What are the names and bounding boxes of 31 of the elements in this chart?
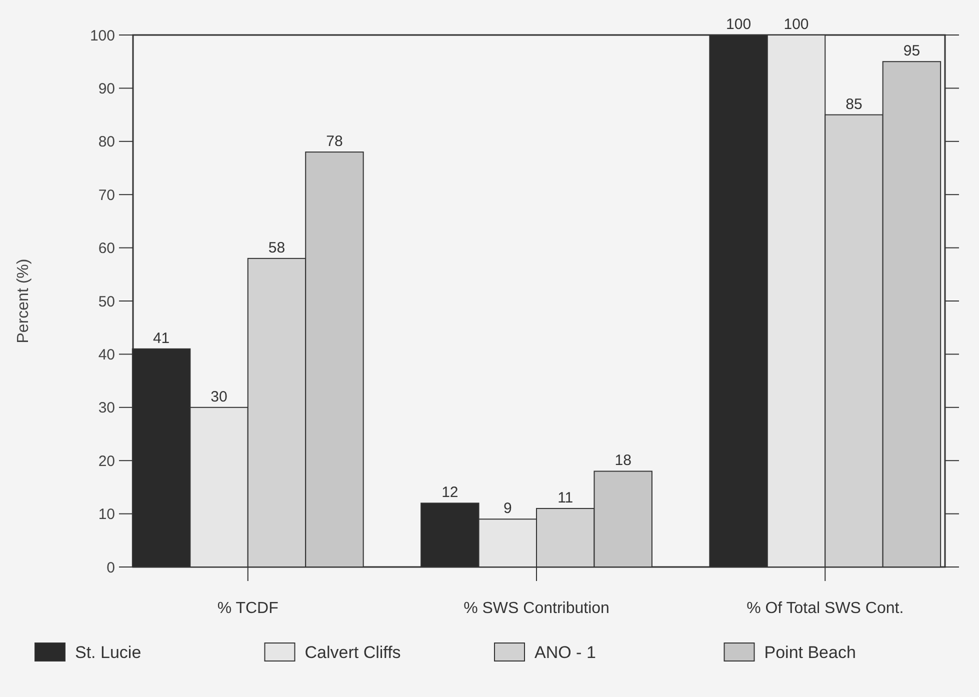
y-tick-label: 10 bbox=[98, 506, 115, 524]
y-axis-title: Percent (%) bbox=[15, 258, 32, 344]
legend-label: ANO - 1 bbox=[534, 642, 596, 662]
legend-label: St. Lucie bbox=[75, 642, 142, 662]
x-tick-label: % TCDF bbox=[217, 600, 279, 617]
x-tick-label: % SWS Contribution bbox=[464, 600, 610, 617]
data-label: 95 bbox=[903, 42, 920, 60]
y-tick-label: 80 bbox=[98, 134, 115, 151]
data-label: 9 bbox=[503, 500, 512, 518]
legend-label: Calvert Cliffs bbox=[304, 642, 401, 662]
data-label: 85 bbox=[846, 96, 862, 113]
y-tick-label: 90 bbox=[98, 80, 115, 98]
y-tick-label: 20 bbox=[98, 452, 115, 470]
data-label: 30 bbox=[210, 388, 228, 406]
data-label: 11 bbox=[558, 489, 574, 506]
x-tick-label: % Of Total SWS Cont. bbox=[746, 600, 904, 617]
data-label: 41 bbox=[152, 330, 170, 347]
data-label: 100 bbox=[784, 16, 809, 33]
y-tick-label: 100 bbox=[90, 27, 115, 44]
y-tick-label: 50 bbox=[98, 293, 115, 310]
y-tick-label: 0 bbox=[106, 559, 115, 576]
data-label: 18 bbox=[614, 452, 632, 470]
y-tick-label: 70 bbox=[98, 186, 115, 204]
data-label: 12 bbox=[442, 484, 458, 502]
y-tick-label: 30 bbox=[98, 400, 115, 417]
data-label: 100 bbox=[726, 16, 752, 33]
y-tick-label: 40 bbox=[98, 346, 115, 364]
legend-label: Point Beach bbox=[764, 642, 856, 662]
data-label: 58 bbox=[268, 239, 286, 256]
y-tick-label: 60 bbox=[98, 240, 115, 258]
data-label: 78 bbox=[326, 133, 343, 150]
